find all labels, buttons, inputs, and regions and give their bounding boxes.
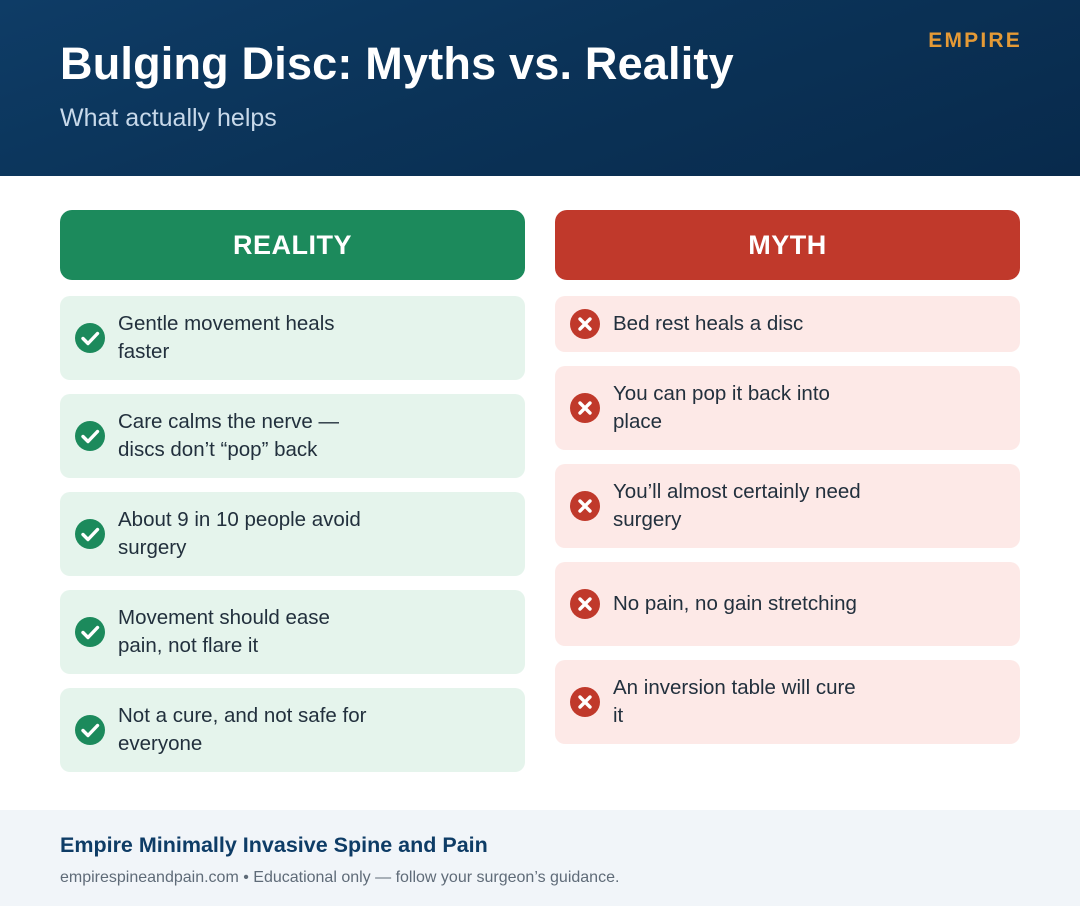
reality-card: Not a cure, and not safe for everyone <box>60 688 525 772</box>
reality-column-heading: REALITY <box>60 210 525 280</box>
myth-card: You can pop it back into place <box>555 366 1020 450</box>
check-circle-icon <box>75 617 105 647</box>
myth-card-text: You’ll almost certainly need surgery <box>613 480 861 531</box>
header-banner: Bulging Disc: Myths vs. Reality What act… <box>0 0 1080 176</box>
x-circle-icon <box>570 687 600 717</box>
check-circle-icon <box>75 421 105 451</box>
reality-card: Movement should ease pain, not flare it <box>60 590 525 674</box>
reality-card-text: Gentle movement heals faster <box>118 312 335 363</box>
myth-card-text: Bed rest heals a disc <box>613 312 804 335</box>
check-circle-icon <box>75 323 105 353</box>
x-circle-icon <box>570 589 600 619</box>
reality-card: About 9 in 10 people avoid surgery <box>60 492 525 576</box>
check-circle-icon <box>75 519 105 549</box>
x-circle-icon <box>570 491 600 521</box>
myth-card-text: You can pop it back into place <box>613 382 830 433</box>
footer-disclaimer: empirespineandpain.com • Educational onl… <box>60 869 620 886</box>
reality-card-text: About 9 in 10 people avoid surgery <box>118 508 361 559</box>
x-circle-icon <box>570 309 600 339</box>
myth-card: An inversion table will cure it <box>555 660 1020 744</box>
page-subtitle: What actually helps <box>60 104 277 132</box>
reality-card: Care calms the nerve — discs don’t “pop”… <box>60 394 525 478</box>
myth-card: Bed rest heals a disc <box>555 296 1020 352</box>
myth-card: No pain, no gain stretching <box>555 562 1020 646</box>
reality-card-text: Not a cure, and not safe for everyone <box>118 704 367 755</box>
footer-organization-name: Empire Minimally Invasive Spine and Pain <box>60 833 488 857</box>
myth-card-text: No pain, no gain stretching <box>613 592 857 615</box>
reality-card: Gentle movement heals faster <box>60 296 525 380</box>
myth-card: You’ll almost certainly need surgery <box>555 464 1020 548</box>
myth-column-heading: MYTH <box>555 210 1020 280</box>
brand-logo-text: EMPIRE <box>928 29 1022 52</box>
check-circle-icon <box>75 715 105 745</box>
reality-card-text: Movement should ease pain, not flare it <box>118 606 330 657</box>
x-circle-icon <box>570 393 600 423</box>
footer: Empire Minimally Invasive Spine and Pain… <box>0 810 1080 906</box>
reality-card-text: Care calms the nerve — discs don’t “pop”… <box>118 410 340 461</box>
myth-card-text: An inversion table will cure it <box>613 676 856 727</box>
page-title: Bulging Disc: Myths vs. Reality <box>60 38 734 89</box>
